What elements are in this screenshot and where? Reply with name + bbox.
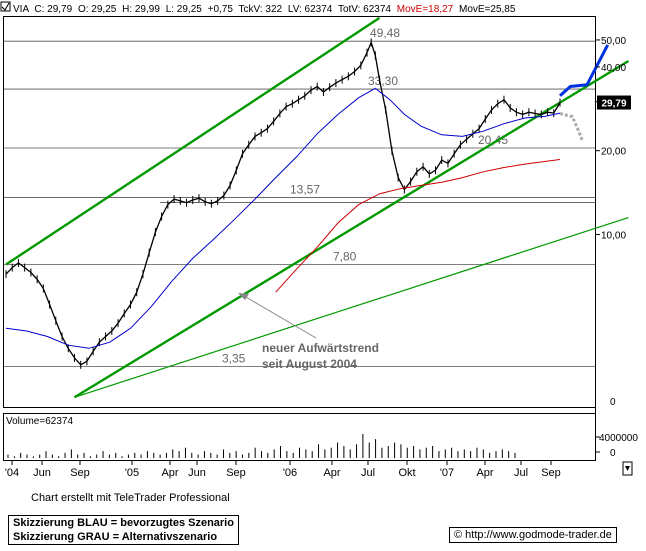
level-label-0: 49,48 [370,26,400,40]
volume-label: Volume=62374 [6,416,73,427]
trend-line-channel-upper [5,16,381,266]
x-tick-label-8: Apr [323,467,340,479]
x-tick-label-7: '06 [283,467,297,479]
x-tick-label-14: Sep [541,467,561,479]
level-label-4: 7,80 [333,249,357,263]
horizontal-levels: 49,48 33,30 20,45 13,57 7,80 3,35 [4,26,595,368]
x-tick-label-10: Okt [398,467,415,479]
y-tick-label-1: 40,00 [601,63,626,74]
trend-annotation: neuer Aufwärtstrend seit August 2004 [238,293,379,371]
scroll-handle-icon[interactable] [622,461,633,476]
annotation-arrow-head [238,293,249,300]
series-line-2 [275,159,561,293]
svg-text:VIA C: 29,79 O: VIA C: 29,79 O: 29,25 H: 29,99 L: 29,25 … [13,4,516,15]
x-tick-label-13: Jul [514,467,528,479]
header-total-volume: TotV: 62374 [338,4,391,15]
x-tick-label-4: Apr [161,467,178,479]
x-tick-label-0: '04 [5,467,19,479]
legend-grey: Skizzierung GRAU = Alternativszenario [13,531,218,543]
level-label-1: 33,30 [368,74,398,88]
header-tick-volume: TckV: 322 [239,4,283,15]
annotation-line-2: seit August 2004 [262,357,357,371]
y-tick-label-4: 10,00 [601,230,626,241]
source-link[interactable]: © http://www.godmode-trader.de [449,527,617,543]
x-tick-label-5: Jun [188,467,206,479]
x-tick-label-3: '05 [125,467,139,479]
x-tick-label-1: Jun [33,467,51,479]
volume-bars [7,434,516,458]
x-tick-label-2: Sep [70,467,90,479]
header-ma-blue: MovE=25,85 [459,4,516,15]
x-tick-label-12: Apr [476,467,493,479]
chart-credit: Chart erstellt mit TeleTrader Profession… [31,492,230,504]
series-line-1 [5,87,561,349]
trend-line-long-term [74,216,629,398]
header-high: H: 29,99 [122,4,160,15]
x-tick-label-9: Jul [361,467,375,479]
volume-max-label: 4000000 [599,433,638,444]
header-symbol: VIA [13,4,29,15]
x-tick-label-11: '07 [440,467,454,479]
volume-zero-label: 0 [610,448,616,459]
level-label-5: 3,35 [222,352,246,366]
header-ma-red: MovE=18,27 [397,4,454,15]
header-close: C: 29,79 [34,4,72,15]
header-low: L: 29,25 [166,4,203,15]
legend-blue: Skizzierung BLAU = bevorzugtes Szenario [13,517,234,529]
header-change: +0,75 [208,4,234,15]
time-axis: '04 Jun Sep '05 Apr Jun Sep '06 Apr Jul Okt '07 Apr J… [5,461,561,479]
y-zero-label: 0 [610,397,616,408]
scenario-sketches [559,44,610,143]
price-series [5,38,561,369]
header-symbol-check [1,2,10,11]
legend-box: Skizzierung BLAU = bevorzugtes Szenario … [8,515,239,545]
annotation-line-1: neuer Aufwärtstrend [262,341,379,355]
header-open: O: 29,25 [78,4,117,15]
scenario-grey [559,112,585,143]
level-label-3: 13,57 [290,183,320,197]
last-price-box-bg [597,95,631,110]
scroll-handle-arrow [625,466,630,471]
header-last-volume: LV: 62374 [288,4,333,15]
last-price-label: 29,79 [601,99,626,110]
series-line-0 [5,40,561,366]
y-tick-label-0: 50,00 [601,36,626,47]
last-price-box: 29,79 [597,95,631,110]
header-bar: VIA C: 29,79 O: 29,25 H: 29,99 L: 29,25 … [0,1,516,15]
header-symbol-marker [0,1,11,12]
x-tick-label-6: Sep [226,467,246,479]
annotation-arrow-line [243,295,317,339]
scenario-blue [559,44,610,97]
y-tick-label-3: 20,00 [601,147,626,158]
level-label-2: 20,45 [478,133,508,147]
